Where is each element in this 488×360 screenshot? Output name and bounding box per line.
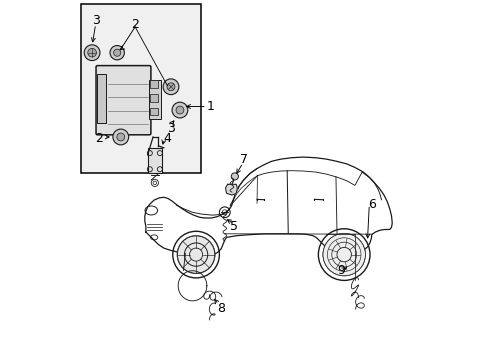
Circle shape <box>172 102 187 118</box>
FancyBboxPatch shape <box>96 66 151 135</box>
Circle shape <box>163 79 179 95</box>
Bar <box>147 148 162 173</box>
Circle shape <box>231 173 238 180</box>
Text: 1: 1 <box>206 100 214 113</box>
Bar <box>150 108 158 116</box>
Bar <box>97 74 106 123</box>
Text: 5: 5 <box>229 220 237 233</box>
Circle shape <box>113 129 128 145</box>
Text: 3: 3 <box>167 122 175 135</box>
Circle shape <box>322 233 365 276</box>
Bar <box>150 80 158 88</box>
Circle shape <box>177 235 215 274</box>
Circle shape <box>84 45 100 60</box>
Text: 9: 9 <box>336 264 344 277</box>
Circle shape <box>167 83 175 91</box>
Circle shape <box>110 45 124 60</box>
Bar <box>149 80 161 119</box>
Bar <box>81 4 201 173</box>
Circle shape <box>176 106 183 114</box>
Text: 8: 8 <box>217 302 225 315</box>
Bar <box>150 94 158 102</box>
Text: 3: 3 <box>92 14 100 27</box>
Circle shape <box>117 133 124 141</box>
Polygon shape <box>225 184 237 195</box>
Circle shape <box>88 48 96 57</box>
Text: 4: 4 <box>163 132 171 145</box>
Circle shape <box>113 49 121 56</box>
Text: 2: 2 <box>95 132 103 145</box>
Text: 6: 6 <box>367 198 375 211</box>
Text: 2: 2 <box>131 18 139 31</box>
Text: 7: 7 <box>240 153 248 166</box>
